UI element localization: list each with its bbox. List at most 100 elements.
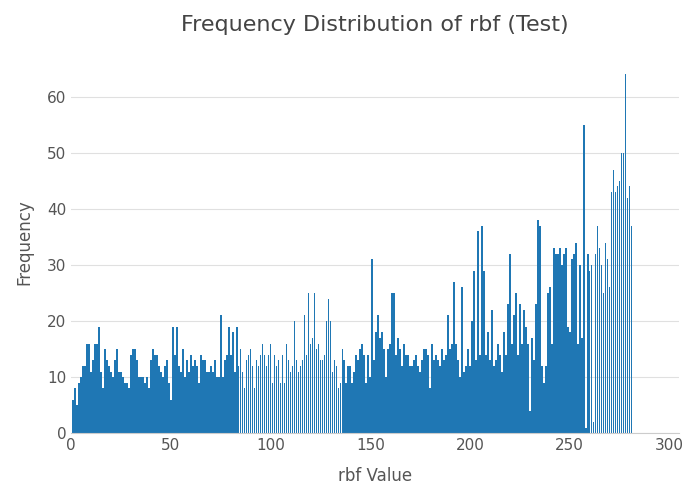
Bar xyxy=(466,366,467,433)
Bar xyxy=(497,344,499,433)
Bar xyxy=(429,388,431,433)
Bar xyxy=(479,354,481,433)
Bar xyxy=(386,377,387,433)
Bar xyxy=(467,349,469,433)
Y-axis label: Frequency: Frequency xyxy=(15,200,33,286)
Bar xyxy=(220,316,221,433)
Bar xyxy=(154,354,155,433)
Bar xyxy=(377,316,379,433)
Bar xyxy=(72,400,74,433)
Bar xyxy=(74,388,76,433)
Bar xyxy=(198,383,200,433)
Bar xyxy=(457,360,459,433)
Bar xyxy=(228,326,230,433)
Bar xyxy=(547,293,549,433)
Bar xyxy=(361,344,363,433)
Bar xyxy=(384,349,385,433)
Bar xyxy=(176,326,178,433)
Bar xyxy=(144,383,146,433)
Bar xyxy=(78,383,80,433)
Bar xyxy=(531,338,533,433)
Bar xyxy=(491,310,493,433)
Bar xyxy=(106,360,108,433)
Bar xyxy=(372,260,373,433)
Bar xyxy=(581,338,582,433)
Bar xyxy=(110,372,112,433)
Bar xyxy=(612,170,615,433)
Bar xyxy=(288,360,289,433)
Bar xyxy=(262,344,263,433)
Bar xyxy=(160,372,162,433)
Bar xyxy=(84,366,86,433)
Bar xyxy=(427,354,429,433)
Bar xyxy=(459,377,461,433)
Bar xyxy=(128,388,130,433)
Bar xyxy=(545,366,547,433)
Bar xyxy=(174,354,176,433)
Bar xyxy=(104,349,106,433)
Bar xyxy=(499,354,500,433)
Bar xyxy=(309,344,312,433)
Bar xyxy=(108,366,110,433)
Bar xyxy=(96,344,98,433)
Bar xyxy=(401,366,403,433)
Bar xyxy=(184,377,186,433)
Bar xyxy=(295,360,298,433)
Bar xyxy=(314,293,315,433)
Bar xyxy=(270,344,272,433)
Bar xyxy=(162,377,164,433)
Bar xyxy=(244,388,246,433)
Bar xyxy=(300,366,301,433)
Bar xyxy=(100,372,102,433)
Bar xyxy=(477,232,479,433)
Bar xyxy=(424,349,425,433)
Bar xyxy=(241,372,244,433)
Bar xyxy=(146,377,148,433)
Bar xyxy=(86,344,88,433)
Bar xyxy=(617,186,618,433)
Bar xyxy=(321,360,323,433)
Bar xyxy=(403,344,405,433)
Bar xyxy=(349,366,351,433)
Bar xyxy=(323,354,326,433)
Bar xyxy=(579,265,580,433)
Bar xyxy=(573,254,575,433)
Bar xyxy=(503,332,505,433)
Bar xyxy=(575,242,577,433)
Bar xyxy=(609,288,610,433)
Bar xyxy=(234,372,235,433)
Bar xyxy=(142,377,144,433)
Bar xyxy=(264,354,265,433)
Bar xyxy=(196,366,197,433)
Bar xyxy=(569,332,570,433)
Bar xyxy=(395,354,397,433)
Bar xyxy=(281,354,284,433)
Bar xyxy=(525,326,526,433)
Bar xyxy=(320,360,321,433)
Bar xyxy=(256,360,258,433)
Bar xyxy=(619,181,620,433)
Bar xyxy=(441,349,443,433)
Bar xyxy=(358,360,359,433)
Bar xyxy=(447,316,449,433)
Bar xyxy=(555,254,556,433)
Bar xyxy=(605,242,606,433)
Bar xyxy=(304,316,305,433)
Bar xyxy=(292,366,293,433)
Bar xyxy=(130,354,132,433)
Bar xyxy=(342,349,343,433)
Bar xyxy=(610,192,612,433)
Bar xyxy=(240,349,241,433)
Bar xyxy=(410,366,411,433)
Bar xyxy=(393,293,395,433)
Bar xyxy=(356,354,357,433)
Bar xyxy=(166,360,168,433)
Bar xyxy=(254,388,256,433)
Bar xyxy=(565,248,566,433)
Bar xyxy=(172,326,174,433)
Bar xyxy=(597,226,598,433)
Bar xyxy=(260,354,261,433)
Bar xyxy=(443,360,445,433)
Bar xyxy=(435,354,437,433)
Bar xyxy=(122,377,124,433)
